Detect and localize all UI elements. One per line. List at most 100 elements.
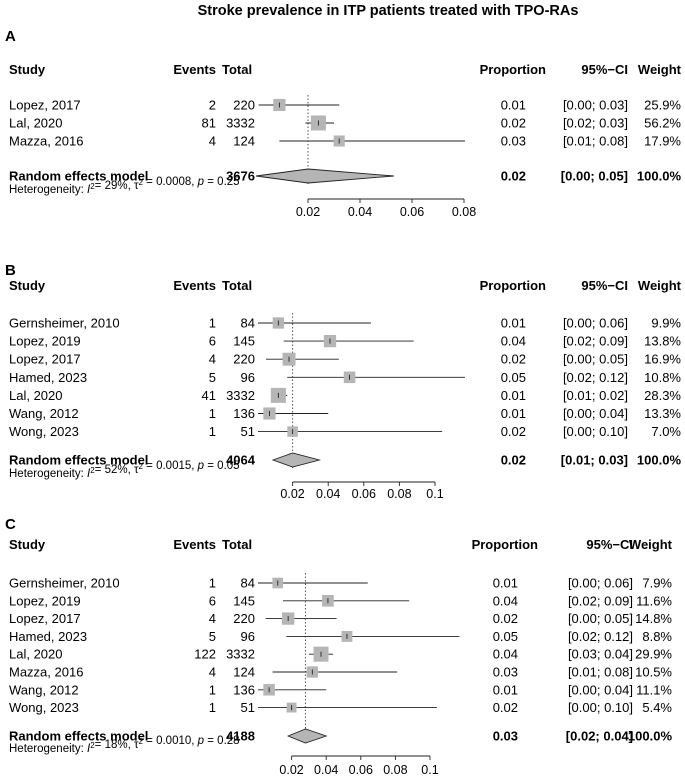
study-ci: [0.02; 0.09]	[563, 334, 628, 349]
heterogeneity-p: = 0.28	[204, 735, 240, 747]
column-header-weight: Weight	[638, 62, 682, 77]
study-events: 4	[209, 352, 216, 367]
study-events: 4	[209, 665, 216, 680]
study-ci: [0.00; 0.05]	[563, 352, 628, 367]
study-total: 220	[233, 611, 255, 626]
study-weight: 28.3%	[644, 388, 681, 403]
x-axis-tick-label: 0.02	[279, 763, 303, 777]
study-events: 4	[209, 134, 216, 149]
study-weight: 8.8%	[642, 629, 672, 644]
study-events: 81	[202, 116, 216, 131]
heterogeneity-symbol: I	[87, 468, 91, 480]
heterogeneity-symbol: 2	[139, 462, 144, 471]
x-axis-tick-label: 0.08	[452, 205, 476, 219]
pooled-diamond	[255, 168, 394, 184]
study-name: Lopez, 2017	[9, 98, 81, 113]
study-ci: [0.01; 0.08]	[568, 665, 633, 680]
study-name: Lopez, 2017	[9, 352, 81, 367]
x-axis-tick-label: 0.06	[352, 487, 376, 501]
study-events: 6	[209, 334, 216, 349]
study-proportion: 0.04	[493, 647, 518, 662]
heterogeneity-p: = 0.05	[204, 460, 240, 472]
pooled-proportion: 0.02	[501, 453, 526, 468]
heterogeneity-i2: = 29%,	[95, 180, 134, 192]
study-events: 1	[209, 576, 216, 591]
column-header-proportion: Proportion	[472, 537, 538, 552]
study-weight: 29.9%	[635, 647, 672, 662]
study-events: 5	[209, 629, 216, 644]
study-ci: [0.00; 0.06]	[563, 316, 628, 331]
study-total: 3332	[226, 647, 255, 662]
x-axis-tick-label: 0.06	[349, 763, 373, 777]
study-ci: [0.00; 0.05]	[568, 611, 633, 626]
column-header-total: Total	[222, 278, 252, 293]
heterogeneity-symbol: I	[87, 743, 91, 755]
study-weight: 10.5%	[635, 665, 672, 680]
study-proportion: 0.04	[501, 334, 526, 349]
study-name: Wong, 2023	[9, 700, 79, 715]
study-events: 2	[209, 98, 216, 113]
column-header-total: Total	[222, 537, 252, 552]
study-ci: [0.02; 0.12]	[563, 370, 628, 385]
study-weight: 16.9%	[644, 352, 681, 367]
pooled-proportion: 0.02	[501, 169, 526, 184]
heterogeneity-i2: = 18%,	[95, 739, 134, 751]
study-weight: 11.6%	[636, 593, 672, 608]
pooled-weight: 100.0%	[637, 453, 682, 468]
study-ci: [0.03; 0.04]	[568, 647, 633, 662]
study-total: 84	[241, 316, 255, 331]
study-total: 51	[241, 700, 255, 715]
study-events: 1	[209, 316, 216, 331]
study-name: Wang, 2012	[9, 406, 79, 421]
study-proportion: 0.05	[493, 629, 518, 644]
column-header-weight: Weight	[638, 278, 682, 293]
pooled-label: Random effects model	[9, 169, 148, 184]
figure-title: Stroke prevalence in ITP patients treate…	[198, 3, 579, 19]
study-proportion: 0.01	[493, 682, 518, 697]
study-ci: [0.00; 0.04]	[563, 406, 628, 421]
pooled-weight: 100.0%	[628, 729, 673, 744]
study-proportion: 0.05	[501, 370, 526, 385]
heterogeneity-prefix: Heterogeneity:	[9, 743, 87, 755]
study-total: 96	[241, 629, 255, 644]
study-events: 1	[209, 406, 216, 421]
study-proportion: 0.02	[501, 116, 526, 131]
pooled-ci: [0.02; 0.04]	[566, 729, 633, 744]
study-proportion: 0.01	[493, 576, 518, 591]
pooled-total: 4188	[226, 729, 255, 744]
study-ci: [0.00; 0.10]	[563, 424, 628, 439]
pooled-diamond	[286, 728, 328, 744]
heterogeneity-tau2: = 0.0010,	[143, 735, 198, 747]
study-name: Lal, 2020	[9, 647, 63, 662]
study-name: Wang, 2012	[9, 682, 79, 697]
study-total: 145	[233, 593, 255, 608]
x-axis-tick-label: 0.08	[387, 487, 411, 501]
column-header-study: Study	[9, 62, 46, 77]
heterogeneity-p: = 0.25	[204, 176, 240, 188]
study-weight: 13.8%	[644, 334, 681, 349]
study-events: 4	[209, 611, 216, 626]
column-header-ci: 95%−CI	[581, 278, 628, 293]
column-header-proportion: Proportion	[480, 278, 546, 293]
study-proportion: 0.02	[501, 424, 526, 439]
study-total: 124	[233, 134, 255, 149]
study-proportion: 0.04	[493, 593, 518, 608]
study-ci: [0.02; 0.09]	[568, 593, 633, 608]
heterogeneity-symbol: 2	[90, 182, 95, 191]
x-axis-tick-label: 0.02	[280, 487, 304, 501]
heterogeneity-symbol: p	[197, 460, 205, 472]
column-header-study: Study	[9, 537, 46, 552]
study-weight: 17.9%	[644, 134, 681, 149]
study-total: 3332	[226, 388, 255, 403]
study-weight: 7.9%	[642, 576, 672, 591]
study-name: Gernsheimer, 2010	[9, 576, 120, 591]
column-header-events: Events	[173, 62, 216, 77]
study-total: 84	[241, 576, 255, 591]
study-weight: 11.1%	[636, 682, 672, 697]
study-weight: 5.4%	[642, 700, 672, 715]
study-weight: 13.3%	[644, 406, 681, 421]
column-header-study: Study	[9, 278, 46, 293]
study-ci: [0.02; 0.03]	[563, 116, 628, 131]
heterogeneity-tau2: = 0.0008,	[143, 176, 198, 188]
